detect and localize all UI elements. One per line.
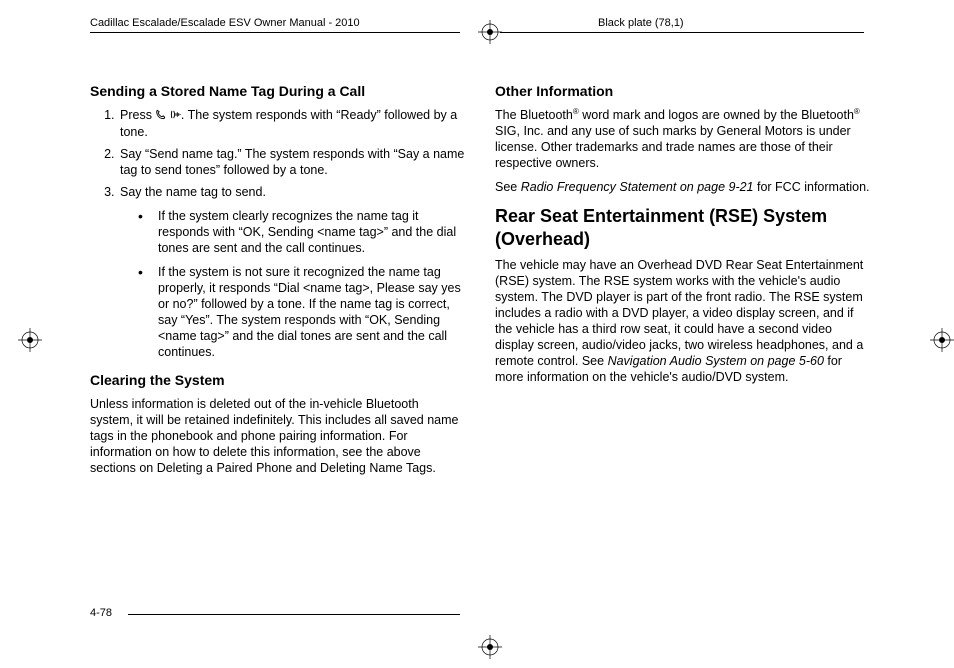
bluetooth-trademark-text: The Bluetooth ® word mark and logos are o…: [495, 107, 870, 171]
radio-frequency-link: Radio Frequency Statement on page 9-21: [521, 180, 754, 194]
rse-system-text: The vehicle may have an Overhead DVD Rea…: [495, 257, 870, 385]
registered-mark-2: ®: [854, 107, 860, 116]
crop-mark-left: [18, 328, 42, 352]
step-3-text: Say the name tag to send.: [120, 185, 266, 199]
header-rule-right: [500, 32, 864, 33]
page-content: Sending a Stored Name Tag During a Call …: [90, 83, 870, 484]
header-rule-left: [90, 32, 460, 33]
bullet-not-sure: If the system is not sure it recognized …: [148, 264, 465, 360]
header-plate-info: Black plate (78,1): [598, 17, 684, 29]
p2c: for FCC information.: [754, 180, 870, 194]
step-3: Say the name tag to send. If the system …: [118, 184, 465, 360]
bullet-recognized: If the system clearly recognizes the nam…: [148, 208, 465, 256]
stored-name-tag-steps: Press . The system responds with “Ready”…: [90, 107, 465, 360]
nav-audio-link: Navigation Audio System on page 5-60: [608, 354, 824, 368]
heading-clearing-system: Clearing the System: [90, 372, 465, 390]
heading-rse-system: Rear Seat Entertainment (RSE) System (Ov…: [495, 205, 870, 251]
step-2: Say “Send name tag.” The system responds…: [118, 146, 465, 178]
phone-icon: [155, 108, 166, 124]
heading-other-information: Other Information: [495, 83, 870, 101]
p1a: The Bluetooth: [495, 108, 573, 122]
step-3-bullets: If the system clearly recognizes the nam…: [120, 208, 465, 360]
radio-frequency-ref: See Radio Frequency Statement on page 9-…: [495, 179, 870, 195]
crop-mark-top: [478, 20, 502, 44]
p2a: See: [495, 180, 521, 194]
voice-icon: [170, 108, 181, 124]
right-column: Other Information The Bluetooth ® word ma…: [495, 83, 870, 484]
p1c: SIG, Inc. and any use of such marks by G…: [495, 124, 851, 170]
left-column: Sending a Stored Name Tag During a Call …: [90, 83, 465, 484]
heading-sending-stored-name-tag: Sending a Stored Name Tag During a Call: [90, 83, 465, 101]
crop-mark-right: [930, 328, 954, 352]
header-manual-title: Cadillac Escalade/Escalade ESV Owner Man…: [90, 17, 360, 29]
page-number: 4-78: [90, 607, 112, 619]
clearing-system-text: Unless information is deleted out of the…: [90, 396, 465, 476]
step-1: Press . The system responds with “Ready”…: [118, 107, 465, 140]
p3a: The vehicle may have an Overhead DVD Rea…: [495, 258, 863, 368]
p1b: word mark and logos are owned by the Blu…: [579, 108, 854, 122]
step-1-text-a: Press: [120, 108, 155, 122]
footer-rule: [128, 614, 460, 615]
crop-mark-bottom: [478, 635, 502, 659]
